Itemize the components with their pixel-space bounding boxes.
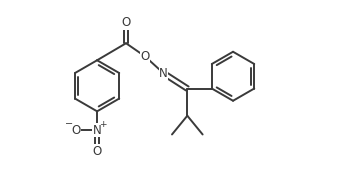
Text: +: + xyxy=(99,120,106,129)
Text: N: N xyxy=(159,67,168,80)
Text: N: N xyxy=(93,123,101,137)
Text: O: O xyxy=(140,50,149,63)
Text: −: − xyxy=(65,119,73,129)
Text: O: O xyxy=(71,123,81,137)
Text: O: O xyxy=(92,145,102,158)
Text: O: O xyxy=(121,16,131,29)
